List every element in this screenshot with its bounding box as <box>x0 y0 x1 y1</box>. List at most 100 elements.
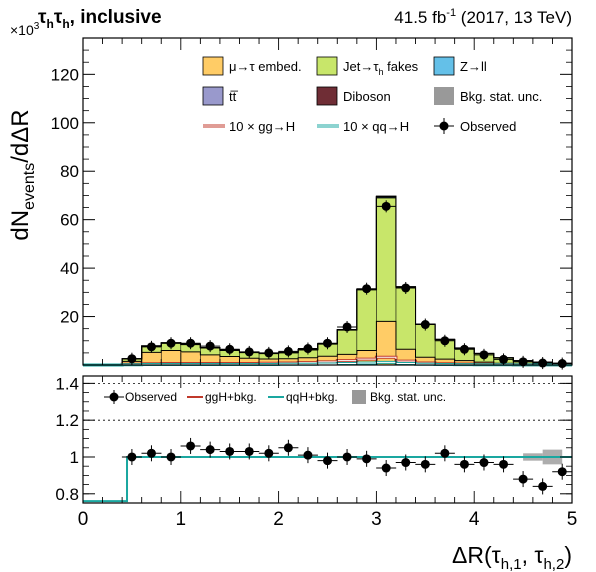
observed-point-1 <box>146 342 156 352</box>
ratio-point-7 <box>264 448 274 458</box>
ratio-legend-swatch-0 <box>109 392 119 402</box>
observed-point-7 <box>264 348 274 358</box>
legend-ratio: Observed ggH+bkg. qqH+bkg. Bkg. stat. unc. <box>104 390 446 404</box>
stack-bar-1-15 <box>395 287 416 350</box>
stack-bar-0-3 <box>161 350 181 365</box>
observed-point-5 <box>225 344 235 354</box>
ratio-frame <box>82 375 573 504</box>
ratio-point-4 <box>205 445 215 455</box>
x-axis-label: ΔR(τh,1, τh,2) <box>452 542 572 572</box>
ratio-xtick-label-1: 1 <box>176 509 187 530</box>
observed-point-3 <box>186 338 196 348</box>
ratio-ytick-label-2: 1.2 <box>55 411 79 430</box>
legend-label-7: 10 × qq→H <box>343 119 409 134</box>
ratio-point-1 <box>146 448 156 458</box>
observed-point-21 <box>538 358 548 368</box>
ratio-point-16 <box>440 448 450 458</box>
legend-label-1: Jet→τh fakes <box>343 59 419 77</box>
observed-point-20 <box>518 357 528 367</box>
ratio-point-11 <box>342 452 352 462</box>
observed-point-4 <box>205 341 215 351</box>
observed-point-19 <box>499 354 509 364</box>
ratio-xtick-label-3: 3 <box>371 509 382 530</box>
observed-point-22 <box>557 359 567 369</box>
ratio-point-22 <box>557 467 567 477</box>
observed-point-17 <box>459 344 469 354</box>
ratio-point-2 <box>166 452 176 462</box>
ratio-point-5 <box>225 446 235 456</box>
legend-label-5: Bkg. stat. unc. <box>460 89 542 104</box>
ratio-point-20 <box>518 474 528 484</box>
observed-point-18 <box>479 350 489 360</box>
stack-bar-0-2 <box>141 352 162 365</box>
ratio-xtick-label-0: 0 <box>78 509 89 530</box>
y-axis-label: dNevents/dΔR <box>7 109 38 240</box>
ratio-point-8 <box>283 443 293 453</box>
ratio-xtick-label-5: 5 <box>567 509 578 530</box>
observed-point-6 <box>244 347 254 357</box>
ratio-qqH-line <box>83 455 572 503</box>
legend-swatch-1 <box>316 56 338 76</box>
stack-bar-0-5 <box>200 354 220 365</box>
stack-bar-0-6 <box>219 356 240 365</box>
ratio-point-19 <box>499 459 509 469</box>
observed-point-12 <box>362 284 372 294</box>
ratio-point-9 <box>303 450 313 460</box>
main-ytick-label-3: 80 <box>60 162 79 181</box>
ratio-legend-label-3: Bkg. stat. unc. <box>370 390 446 404</box>
ratio-point-17 <box>459 459 469 469</box>
main-ytick-label-0: 20 <box>60 308 79 327</box>
stack-bar-1-16 <box>415 324 436 358</box>
ratio-legend-label-2: qqH+bkg. <box>286 390 338 404</box>
main-panel: 20 40 60 80 100 120 <box>51 37 573 370</box>
observed-point-10 <box>323 338 332 348</box>
ratio-xtick-label-2: 2 <box>273 509 284 530</box>
ratio-point-3 <box>186 441 196 451</box>
main-ytick-label-2: 60 <box>60 211 79 230</box>
ratio-point-13 <box>381 463 391 473</box>
stack-bar-0-17 <box>435 359 455 365</box>
ratio-ytick-label-0: 0.8 <box>55 485 79 504</box>
main-ytick-label-5: 120 <box>51 65 79 84</box>
observed-point-2 <box>166 338 176 348</box>
stack-bar-1-12 <box>337 330 357 355</box>
observed-point-16 <box>440 336 450 346</box>
observed-point-15 <box>420 320 430 330</box>
main-frame <box>82 37 573 366</box>
ratio-point-14 <box>401 458 411 468</box>
legend-main: μ→τ embed. Jet→τh fakes Z→ll tt̅ Diboson Bkg.… <box>202 56 542 134</box>
ratio-legend-swatch-3 <box>352 390 366 404</box>
legend-swatch-2 <box>433 56 455 76</box>
stack-bar-1-13 <box>356 289 377 351</box>
ratio-point-6 <box>244 446 254 456</box>
observed-point-9 <box>303 344 313 354</box>
y-exponent: ×103 <box>10 21 40 38</box>
legend-label-2: Z→ll <box>460 59 487 74</box>
stack-bar-1-17 <box>435 339 455 360</box>
observed-point-11 <box>342 322 352 332</box>
stack-bar-1-14 <box>376 197 396 322</box>
main-ytick-label-1: 40 <box>60 259 79 278</box>
legend-label-4: Diboson <box>343 89 391 104</box>
ratio-legend-label-1: ggH+bkg. <box>205 390 257 404</box>
luminosity-label: 41.5 fb-1 (2017, 13 TeV) <box>394 7 572 27</box>
ratio-point-10 <box>323 456 332 466</box>
stack-bar-1-11 <box>317 344 338 357</box>
ratio-panel: 0.8 1 1.2 1.4 0 1 2 3 4 5 <box>55 374 577 530</box>
stack-bar-0-7 <box>239 358 260 365</box>
observed-point-13 <box>381 201 391 211</box>
ratio-point-15 <box>420 459 430 469</box>
stack-bar-0-14 <box>376 321 396 365</box>
legend-swatch-4 <box>316 86 338 106</box>
legend-label-8: Observed <box>460 119 516 134</box>
ratio-ytick-label-1: 1 <box>70 448 79 467</box>
ratio-point-18 <box>479 458 489 468</box>
ratio-ytick-label-3: 1.4 <box>55 374 79 393</box>
ratio-legend-label-0: Observed <box>125 390 177 404</box>
main-ytick-label-4: 100 <box>51 114 79 133</box>
observed-point-0 <box>127 354 137 364</box>
legend-swatch-5 <box>434 87 454 105</box>
ratio-point-0 <box>127 452 137 462</box>
ratio-point-21 <box>538 481 548 491</box>
